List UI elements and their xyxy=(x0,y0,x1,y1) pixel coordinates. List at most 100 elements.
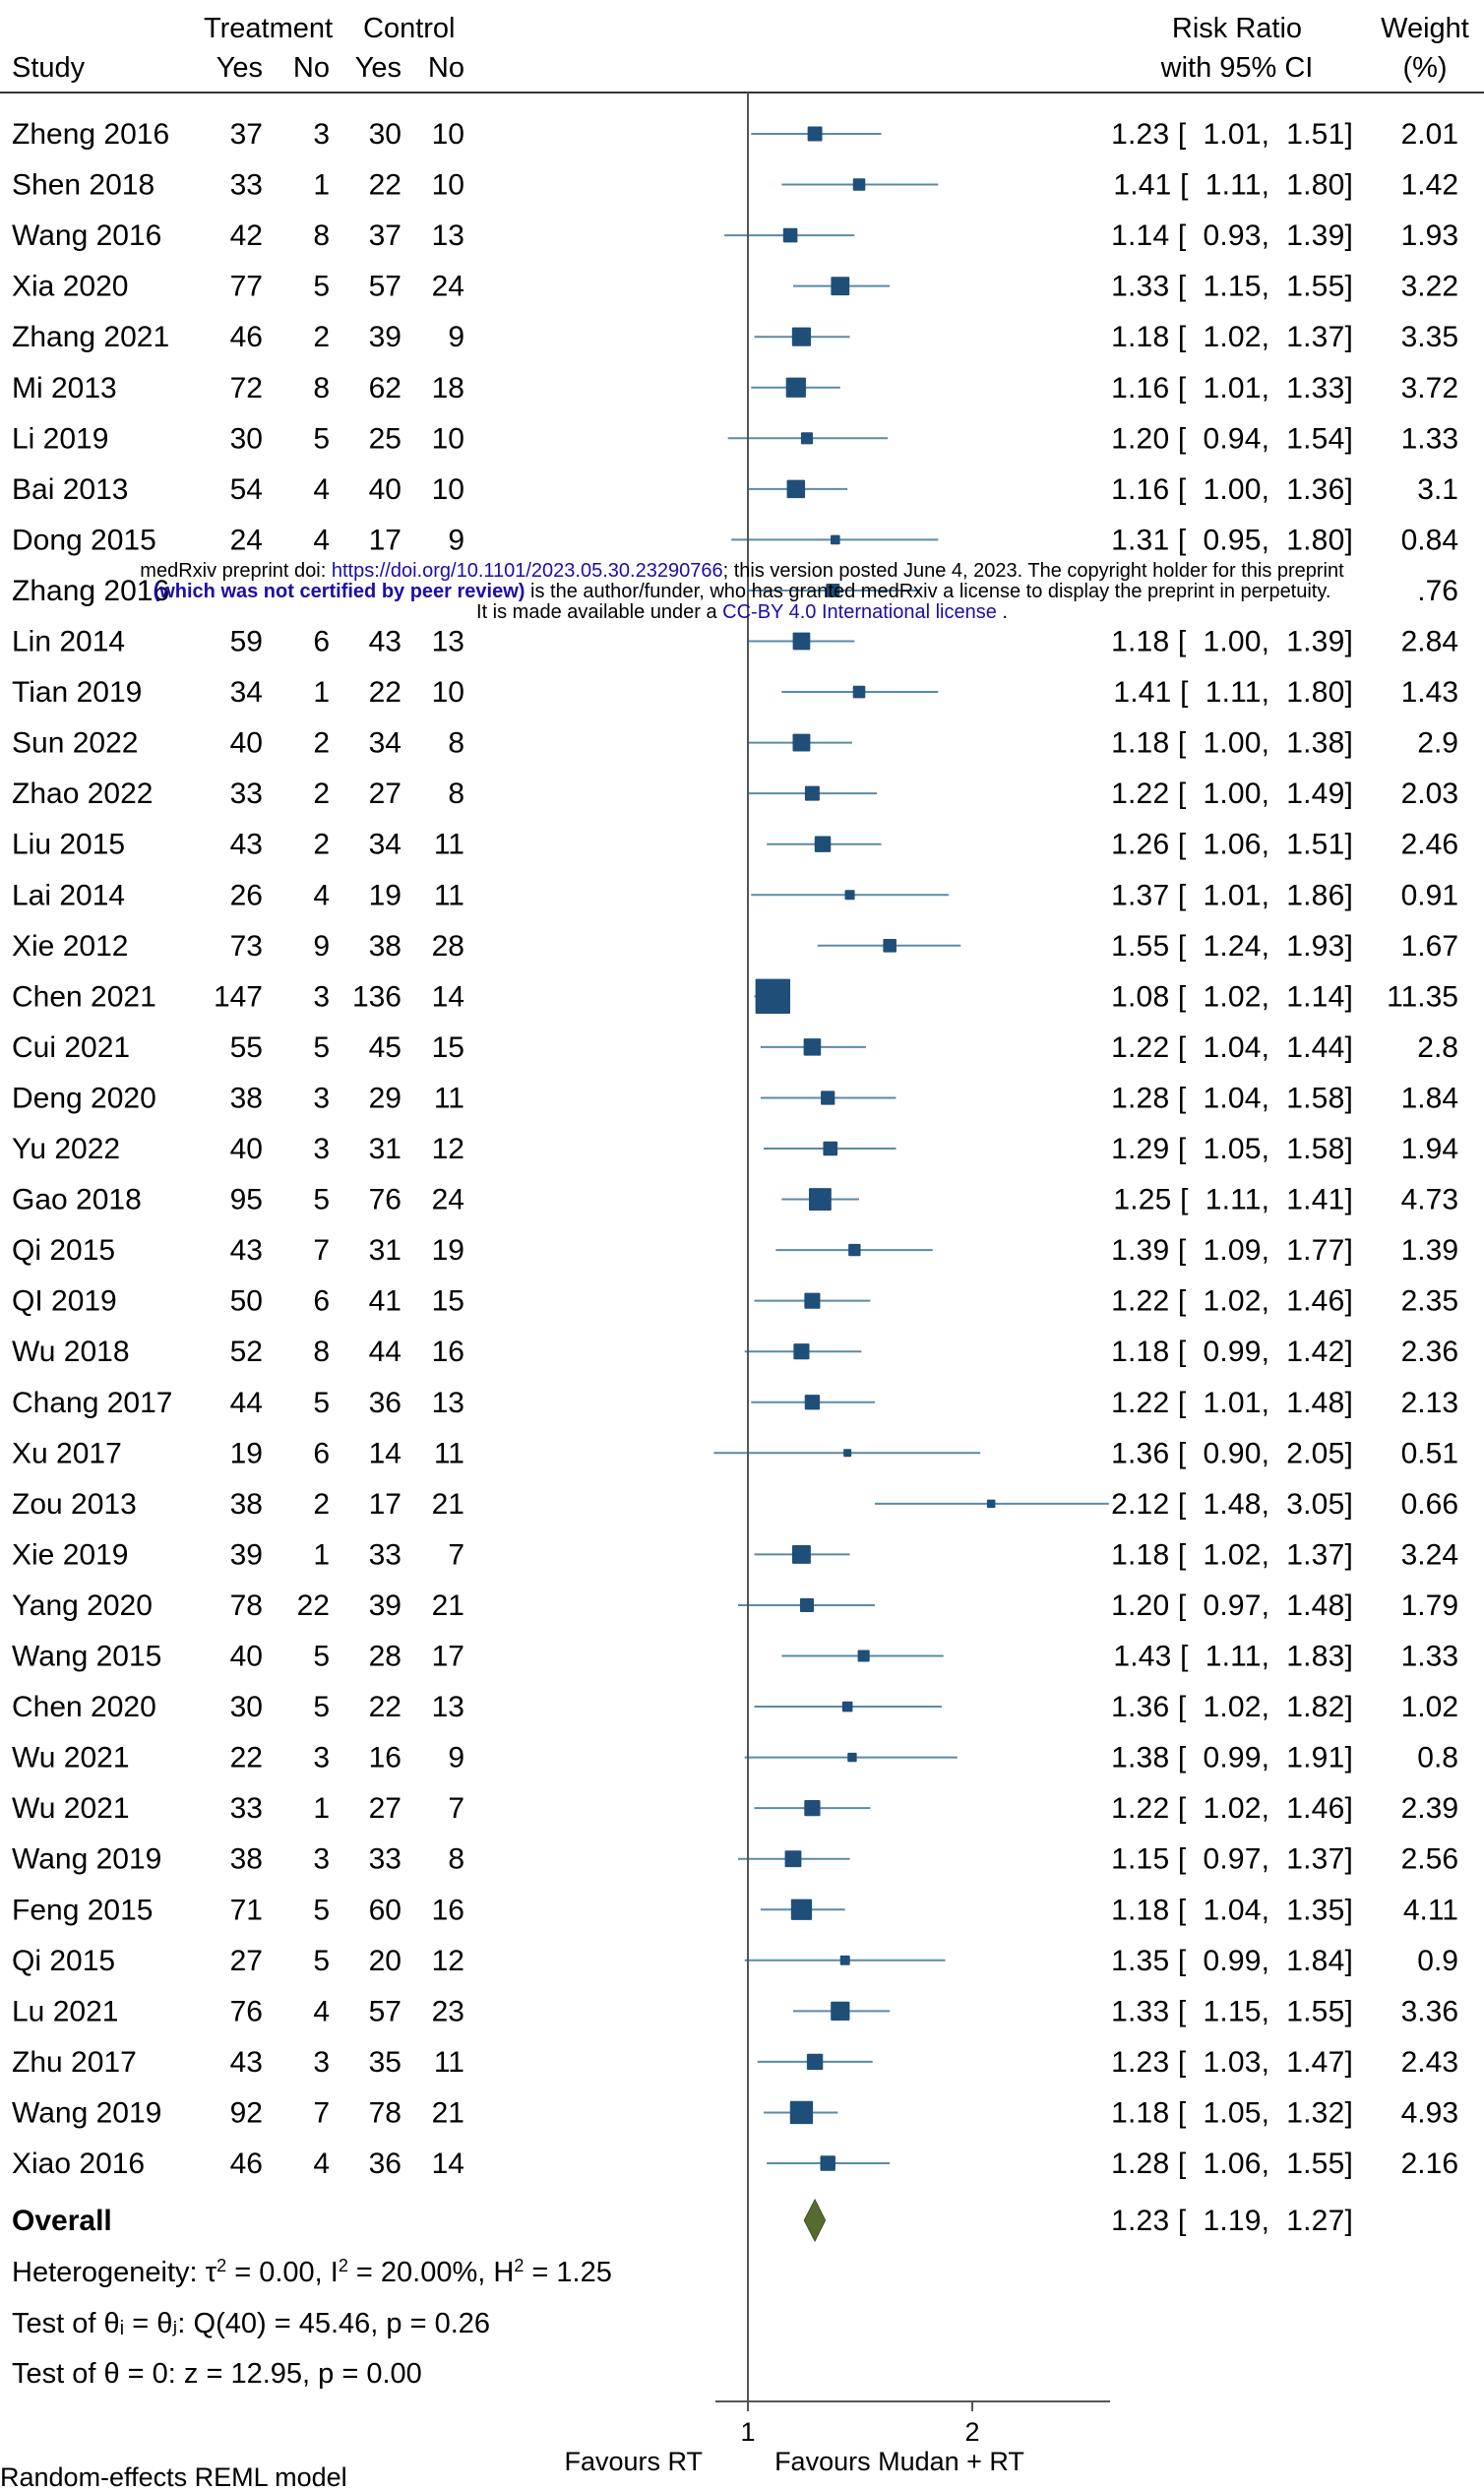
study-c-no: 16 xyxy=(432,1336,464,1368)
effect-marker xyxy=(804,1395,821,1410)
x-tick-label: 1 xyxy=(740,2417,755,2447)
study-weight: 1.67 xyxy=(1401,930,1458,963)
effect-marker xyxy=(848,1243,861,1257)
header-ci: with 95% CI xyxy=(1160,52,1314,84)
study-t-no: 8 xyxy=(313,372,330,405)
study-name: Li 2019 xyxy=(12,422,108,455)
study-name: Tian 2019 xyxy=(12,676,142,709)
study-t-no: 8 xyxy=(313,1336,330,1368)
study-t-yes: 44 xyxy=(230,1387,263,1419)
overall-label: Overall xyxy=(12,2205,112,2237)
study-row: Wu 2021 22 3 16 9 1.38 [ 0.99, 1.91] 0.8 xyxy=(12,1742,1458,1775)
study-name: Feng 2015 xyxy=(12,1894,153,1926)
study-row: Xie 2019 39 1 33 7 1.18 [ 1.02, 1.37] 3.24 xyxy=(12,1538,1458,1571)
test-theta-text: Test of θ = 0: z = 12.95, p = 0.00 xyxy=(12,2358,422,2390)
study-name: Liu 2015 xyxy=(12,829,125,861)
study-row: Xie 2012 73 9 38 28 1.55 [ 1.24, 1.93] 1.67 xyxy=(12,930,1458,963)
study-rr-text: 1.23 [ 1.03, 1.47] xyxy=(1111,2046,1353,2079)
study-name: Wang 2019 xyxy=(12,2096,161,2129)
study-row: Mi 2013 72 8 62 18 1.16 [ 1.01, 1.33] 3.72 xyxy=(12,372,1458,405)
watermark-available-text: It is made available under a xyxy=(476,601,723,623)
study-name: Xia 2020 xyxy=(12,271,128,303)
study-c-no: 19 xyxy=(432,1234,464,1267)
study-row: Wu 2018 52 8 44 16 1.18 [ 0.99, 1.42] 2.36 xyxy=(12,1336,1458,1368)
study-t-no: 5 xyxy=(313,1031,330,1064)
study-t-yes: 22 xyxy=(230,1742,263,1775)
study-c-no: 11 xyxy=(434,829,464,861)
study-weight: 0.51 xyxy=(1401,1437,1458,1469)
study-c-no: 11 xyxy=(434,2046,464,2079)
study-c-no: 11 xyxy=(434,879,464,911)
study-rr-text: 1.15 [ 0.97, 1.37] xyxy=(1111,1843,1353,1876)
study-t-yes: 43 xyxy=(230,1234,263,1267)
study-weight: 4.11 xyxy=(1403,1894,1458,1926)
study-t-yes: 50 xyxy=(230,1285,263,1318)
effect-marker xyxy=(792,632,811,651)
watermark-cc-link[interactable]: CC-BY 4.0 International license xyxy=(722,601,997,623)
study-weight: 2.01 xyxy=(1401,118,1458,151)
study-name: Zhao 2022 xyxy=(12,778,153,810)
study-row: Yang 2020 78 22 39 21 1.20 [ 0.97, 1.48] 1.79 xyxy=(12,1589,1458,1622)
chart-marks xyxy=(713,126,1109,2243)
study-c-yes: 16 xyxy=(369,1742,402,1775)
effect-marker xyxy=(844,890,855,901)
header-weight: Weight xyxy=(1381,13,1469,44)
study-c-yes: 33 xyxy=(369,1843,402,1876)
study-name: Lin 2014 xyxy=(12,626,125,658)
study-name: Shen 2018 xyxy=(12,169,155,202)
effect-marker xyxy=(823,1141,838,1156)
study-c-no: 7 xyxy=(448,1792,464,1825)
study-t-yes: 76 xyxy=(230,1995,263,2027)
study-c-yes: 20 xyxy=(369,1945,402,1977)
study-c-yes: 25 xyxy=(369,422,402,455)
study-rr-text: 1.37 [ 1.01, 1.86] xyxy=(1111,879,1353,911)
study-rr-text: 1.38 [ 0.99, 1.91] xyxy=(1111,1742,1353,1775)
watermark-line-1: medRxiv preprint doi: https://doi.org/10… xyxy=(0,561,1484,582)
study-t-no: 2 xyxy=(313,1488,330,1521)
study-row: Xu 2017 19 6 14 11 1.36 [ 0.90, 2.05] 0.51 xyxy=(12,1437,1458,1469)
study-rr-text: 1.18 [ 1.00, 1.39] xyxy=(1111,626,1353,658)
study-c-no: 8 xyxy=(448,778,464,810)
study-name: Xie 2012 xyxy=(12,930,128,963)
watermark-doi-link[interactable]: https://doi.org/10.1101/2023.05.30.23290… xyxy=(331,560,723,582)
study-c-yes: 22 xyxy=(369,169,402,202)
study-rr-text: 1.20 [ 0.94, 1.54] xyxy=(1111,422,1353,455)
study-t-yes: 34 xyxy=(230,676,263,709)
study-name: Deng 2020 xyxy=(12,1082,156,1114)
study-name: Lu 2021 xyxy=(12,1995,118,2027)
study-c-yes: 28 xyxy=(369,1641,402,1673)
header-treatment-no: No xyxy=(293,52,330,84)
study-c-no: 10 xyxy=(432,676,464,709)
study-c-yes: 39 xyxy=(369,321,402,353)
effect-marker xyxy=(807,126,823,142)
study-t-no: 3 xyxy=(313,118,330,151)
study-t-yes: 43 xyxy=(230,2046,263,2079)
study-name: Gao 2018 xyxy=(12,1184,142,1216)
study-c-no: 10 xyxy=(432,422,464,455)
study-c-no: 16 xyxy=(432,1894,464,1926)
study-t-yes: 59 xyxy=(230,626,263,658)
effect-marker xyxy=(782,227,798,243)
study-name: Xie 2019 xyxy=(12,1538,128,1571)
study-c-no: 7 xyxy=(448,1538,464,1571)
study-name: Dong 2015 xyxy=(12,524,156,556)
study-t-no: 4 xyxy=(313,879,330,911)
study-t-yes: 73 xyxy=(230,930,263,963)
study-row: Chang 2017 44 5 36 13 1.22 [ 1.01, 1.48] 2.13 xyxy=(12,1387,1458,1419)
study-c-no: 15 xyxy=(432,1285,464,1318)
study-c-no: 21 xyxy=(432,1488,464,1521)
study-rr-text: 1.26 [ 1.06, 1.51] xyxy=(1111,829,1353,861)
study-rr-text: 1.22 [ 1.01, 1.48] xyxy=(1111,1387,1353,1419)
study-weight: 4.93 xyxy=(1401,2096,1458,2129)
study-row: Wang 2019 92 7 78 21 1.18 [ 1.05, 1.32] 4.93 xyxy=(12,2096,1458,2129)
study-t-no: 5 xyxy=(313,1691,330,1723)
study-weight: 2.03 xyxy=(1401,778,1458,810)
study-name: Wang 2016 xyxy=(12,219,161,252)
watermark-line-3: It is made available under a CC-BY 4.0 I… xyxy=(0,602,1484,623)
study-t-no: 5 xyxy=(313,1894,330,1926)
study-c-yes: 36 xyxy=(369,2148,402,2180)
study-t-yes: 38 xyxy=(230,1082,263,1114)
effect-marker xyxy=(857,1650,870,1662)
study-weight: 0.9 xyxy=(1417,1945,1458,1977)
study-c-yes: 40 xyxy=(369,473,402,506)
